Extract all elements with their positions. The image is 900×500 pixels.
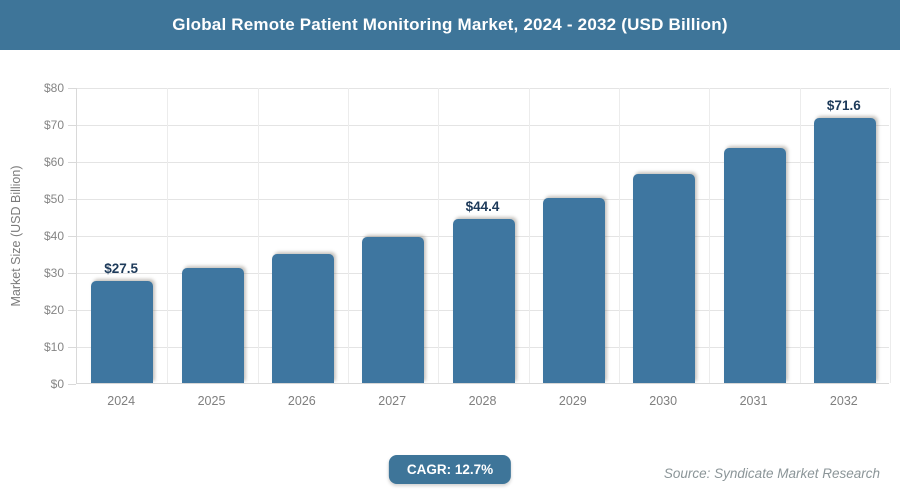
y-tick-label: $30 [43, 266, 64, 280]
v-gridline [348, 88, 349, 383]
y-tick-label: $20 [43, 303, 64, 317]
h-gridline [77, 88, 889, 89]
y-tick-mark [68, 162, 76, 163]
x-tick-label: 2026 [287, 394, 316, 408]
x-tick-label: 2031 [739, 394, 768, 408]
v-gridline [890, 88, 891, 383]
bar-value-label: $27.5 [104, 261, 139, 277]
y-tick-label: $80 [43, 81, 64, 95]
y-tick-label: $0 [50, 377, 64, 391]
x-tick-label: 2027 [378, 394, 407, 408]
cagr-badge: CAGR: 12.7% [388, 455, 512, 484]
h-gridline [77, 199, 889, 200]
bar-2030 [633, 174, 696, 383]
x-tick-label: 2030 [649, 394, 678, 408]
h-gridline [77, 125, 889, 126]
bar-2029 [542, 198, 605, 383]
y-tick-label: $50 [43, 192, 64, 206]
x-tick-label: 2028 [468, 394, 497, 408]
h-gridline [77, 162, 889, 163]
bar-2031 [723, 148, 786, 383]
v-gridline [799, 88, 801, 383]
y-tick-mark [68, 236, 76, 237]
chart-title: Global Remote Patient Monitoring Market,… [172, 15, 728, 34]
plot-area [76, 88, 891, 384]
bar-2025 [181, 268, 244, 383]
bar-value-label: $44.4 [465, 198, 500, 214]
bar-2028 [452, 218, 515, 383]
y-tick-mark [68, 310, 76, 311]
y-tick-mark [68, 88, 76, 89]
x-tick-label: 2024 [107, 394, 136, 408]
y-tick-mark [68, 199, 76, 200]
x-tick-label: 2025 [197, 394, 226, 408]
v-gridline [438, 88, 440, 383]
y-tick-mark [68, 347, 76, 348]
bar-2027 [362, 237, 425, 383]
v-gridline [167, 88, 169, 383]
y-tick-mark [68, 273, 76, 274]
y-tick-label: $10 [43, 340, 64, 354]
bar-2032 [813, 118, 876, 383]
y-tick-mark [68, 384, 76, 385]
chart-title-bar: Global Remote Patient Monitoring Market,… [0, 0, 900, 50]
y-tick-label: $40 [43, 229, 64, 243]
x-tick-label: 2029 [558, 394, 587, 408]
bar-2026 [271, 253, 334, 383]
y-tick-label: $60 [43, 155, 64, 169]
y-tick-mark [68, 125, 76, 126]
bar-value-label: $71.6 [826, 98, 861, 114]
v-gridline [709, 88, 711, 383]
v-gridline [528, 88, 530, 383]
bar-2024 [91, 281, 154, 383]
source-text: Source: Syndicate Market Research [663, 466, 880, 481]
y-tick-label: $70 [43, 118, 64, 132]
x-tick-label: 2032 [829, 394, 858, 408]
v-gridline [257, 88, 259, 383]
v-gridline [619, 88, 620, 383]
